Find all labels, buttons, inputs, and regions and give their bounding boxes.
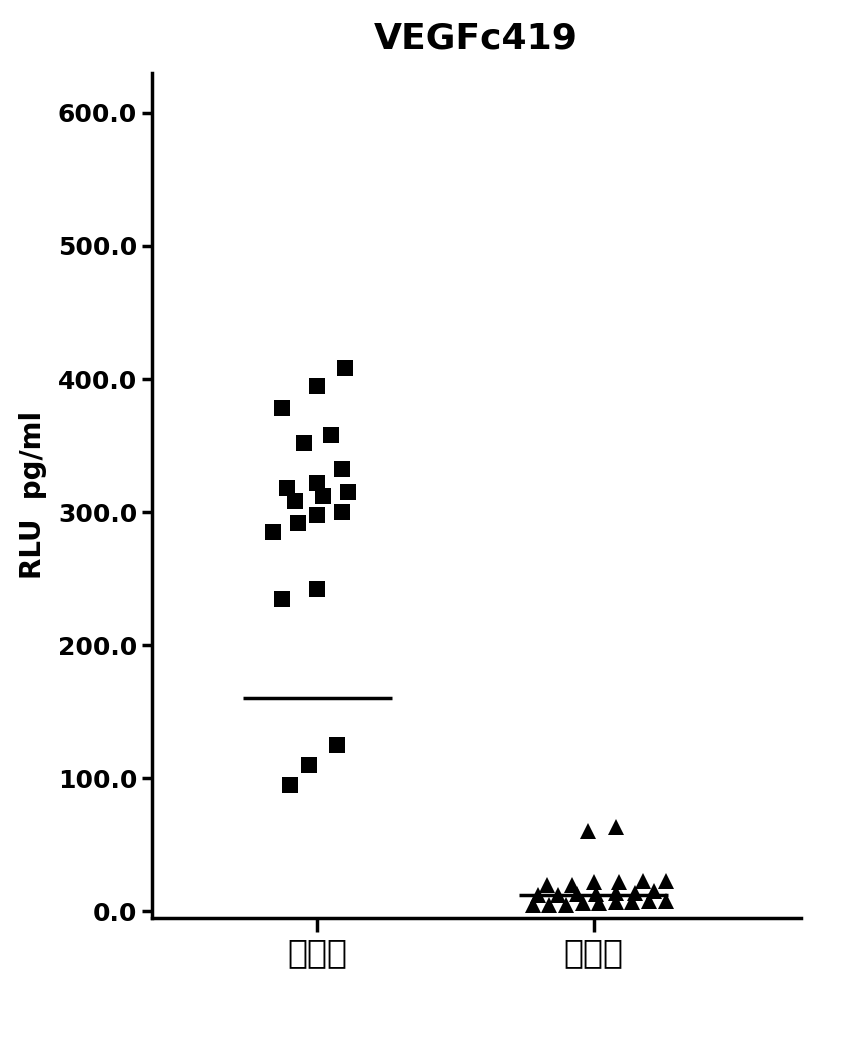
Title: VEGFc419: VEGFc419	[374, 21, 578, 55]
Y-axis label: RLU  pg/ml: RLU pg/ml	[19, 411, 46, 580]
